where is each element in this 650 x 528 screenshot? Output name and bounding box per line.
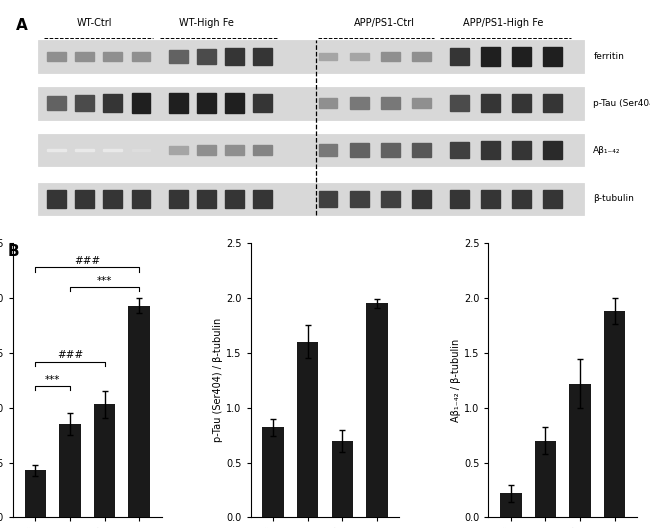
Text: ***: *** <box>45 374 60 384</box>
Bar <box>481 141 500 159</box>
Bar <box>254 190 272 208</box>
Bar <box>131 93 150 113</box>
Bar <box>169 190 188 208</box>
Bar <box>103 52 122 61</box>
Bar <box>169 93 188 113</box>
Bar <box>450 48 469 65</box>
Bar <box>350 143 369 157</box>
Bar <box>197 145 216 155</box>
Bar <box>263 428 284 517</box>
Bar <box>131 52 150 61</box>
Bar <box>94 404 115 517</box>
Bar <box>103 190 122 208</box>
Bar <box>47 97 66 110</box>
Bar <box>169 50 188 63</box>
Bar <box>512 47 531 66</box>
Bar <box>38 40 584 73</box>
Bar <box>450 190 469 208</box>
Bar <box>481 95 500 112</box>
Bar <box>47 149 66 151</box>
Bar <box>332 440 353 517</box>
Text: ***: *** <box>97 276 112 286</box>
Bar <box>381 52 400 61</box>
Bar <box>225 48 244 65</box>
Bar <box>500 493 521 517</box>
Bar <box>197 190 216 208</box>
Bar <box>412 52 431 61</box>
Text: ###: ### <box>57 351 83 361</box>
Bar <box>318 53 337 60</box>
Text: B: B <box>8 244 20 259</box>
Bar <box>225 93 244 113</box>
Bar <box>75 52 94 61</box>
Bar <box>512 141 531 159</box>
Bar <box>131 190 150 208</box>
Bar <box>412 143 431 157</box>
Bar <box>254 145 272 155</box>
Y-axis label: p-Tau (Ser404) / β-tubulin: p-Tau (Ser404) / β-tubulin <box>213 318 224 442</box>
Text: WT-High Fe: WT-High Fe <box>179 18 234 28</box>
Bar <box>197 49 216 64</box>
Bar <box>604 311 625 517</box>
Bar <box>59 424 81 517</box>
Bar <box>297 342 318 517</box>
Bar <box>481 190 500 208</box>
Bar <box>450 96 469 111</box>
Bar <box>412 190 431 208</box>
Bar <box>350 53 369 60</box>
Bar <box>366 304 387 517</box>
Bar <box>512 190 531 208</box>
Text: Aβ₁₋₄₂: Aβ₁₋₄₂ <box>593 146 621 155</box>
Bar <box>38 134 584 166</box>
Bar <box>25 470 46 517</box>
Bar <box>350 97 369 109</box>
Bar <box>169 146 188 154</box>
Bar <box>381 191 400 207</box>
Bar <box>131 148 150 152</box>
Bar <box>254 48 272 65</box>
Text: p-Tau (Ser404): p-Tau (Ser404) <box>593 99 650 108</box>
Bar <box>481 47 500 66</box>
Bar <box>543 141 562 159</box>
Bar <box>103 149 122 151</box>
Text: APP/PS1-Ctrl: APP/PS1-Ctrl <box>354 18 415 28</box>
Bar <box>535 440 556 517</box>
Bar <box>254 95 272 112</box>
Text: ###: ### <box>74 256 100 266</box>
Text: β-tubulin: β-tubulin <box>593 194 634 203</box>
Bar <box>129 306 150 517</box>
Text: APP/PS1-High Fe: APP/PS1-High Fe <box>463 18 543 28</box>
Bar <box>197 93 216 113</box>
Bar <box>412 98 431 108</box>
Bar <box>381 97 400 109</box>
Bar <box>512 95 531 112</box>
Bar <box>450 142 469 158</box>
Bar <box>47 52 66 61</box>
Bar <box>47 190 66 208</box>
Text: ferritin: ferritin <box>593 52 624 61</box>
Bar <box>543 190 562 208</box>
Bar <box>543 95 562 112</box>
Bar <box>381 143 400 157</box>
Bar <box>75 149 94 151</box>
Bar <box>318 98 337 108</box>
Bar <box>38 87 584 119</box>
Bar <box>103 95 122 112</box>
Bar <box>225 190 244 208</box>
Bar <box>225 145 244 155</box>
Text: WT-Ctrl: WT-Ctrl <box>76 18 112 28</box>
Bar <box>350 191 369 207</box>
Text: A: A <box>16 18 28 33</box>
Bar <box>318 144 337 156</box>
Bar <box>75 190 94 208</box>
Bar <box>569 383 591 517</box>
Bar <box>38 183 584 215</box>
Bar <box>75 96 94 111</box>
Y-axis label: Aβ₁₋₄₂ / β-tubulin: Aβ₁₋₄₂ / β-tubulin <box>451 338 461 422</box>
Bar <box>318 191 337 207</box>
Bar <box>543 47 562 66</box>
